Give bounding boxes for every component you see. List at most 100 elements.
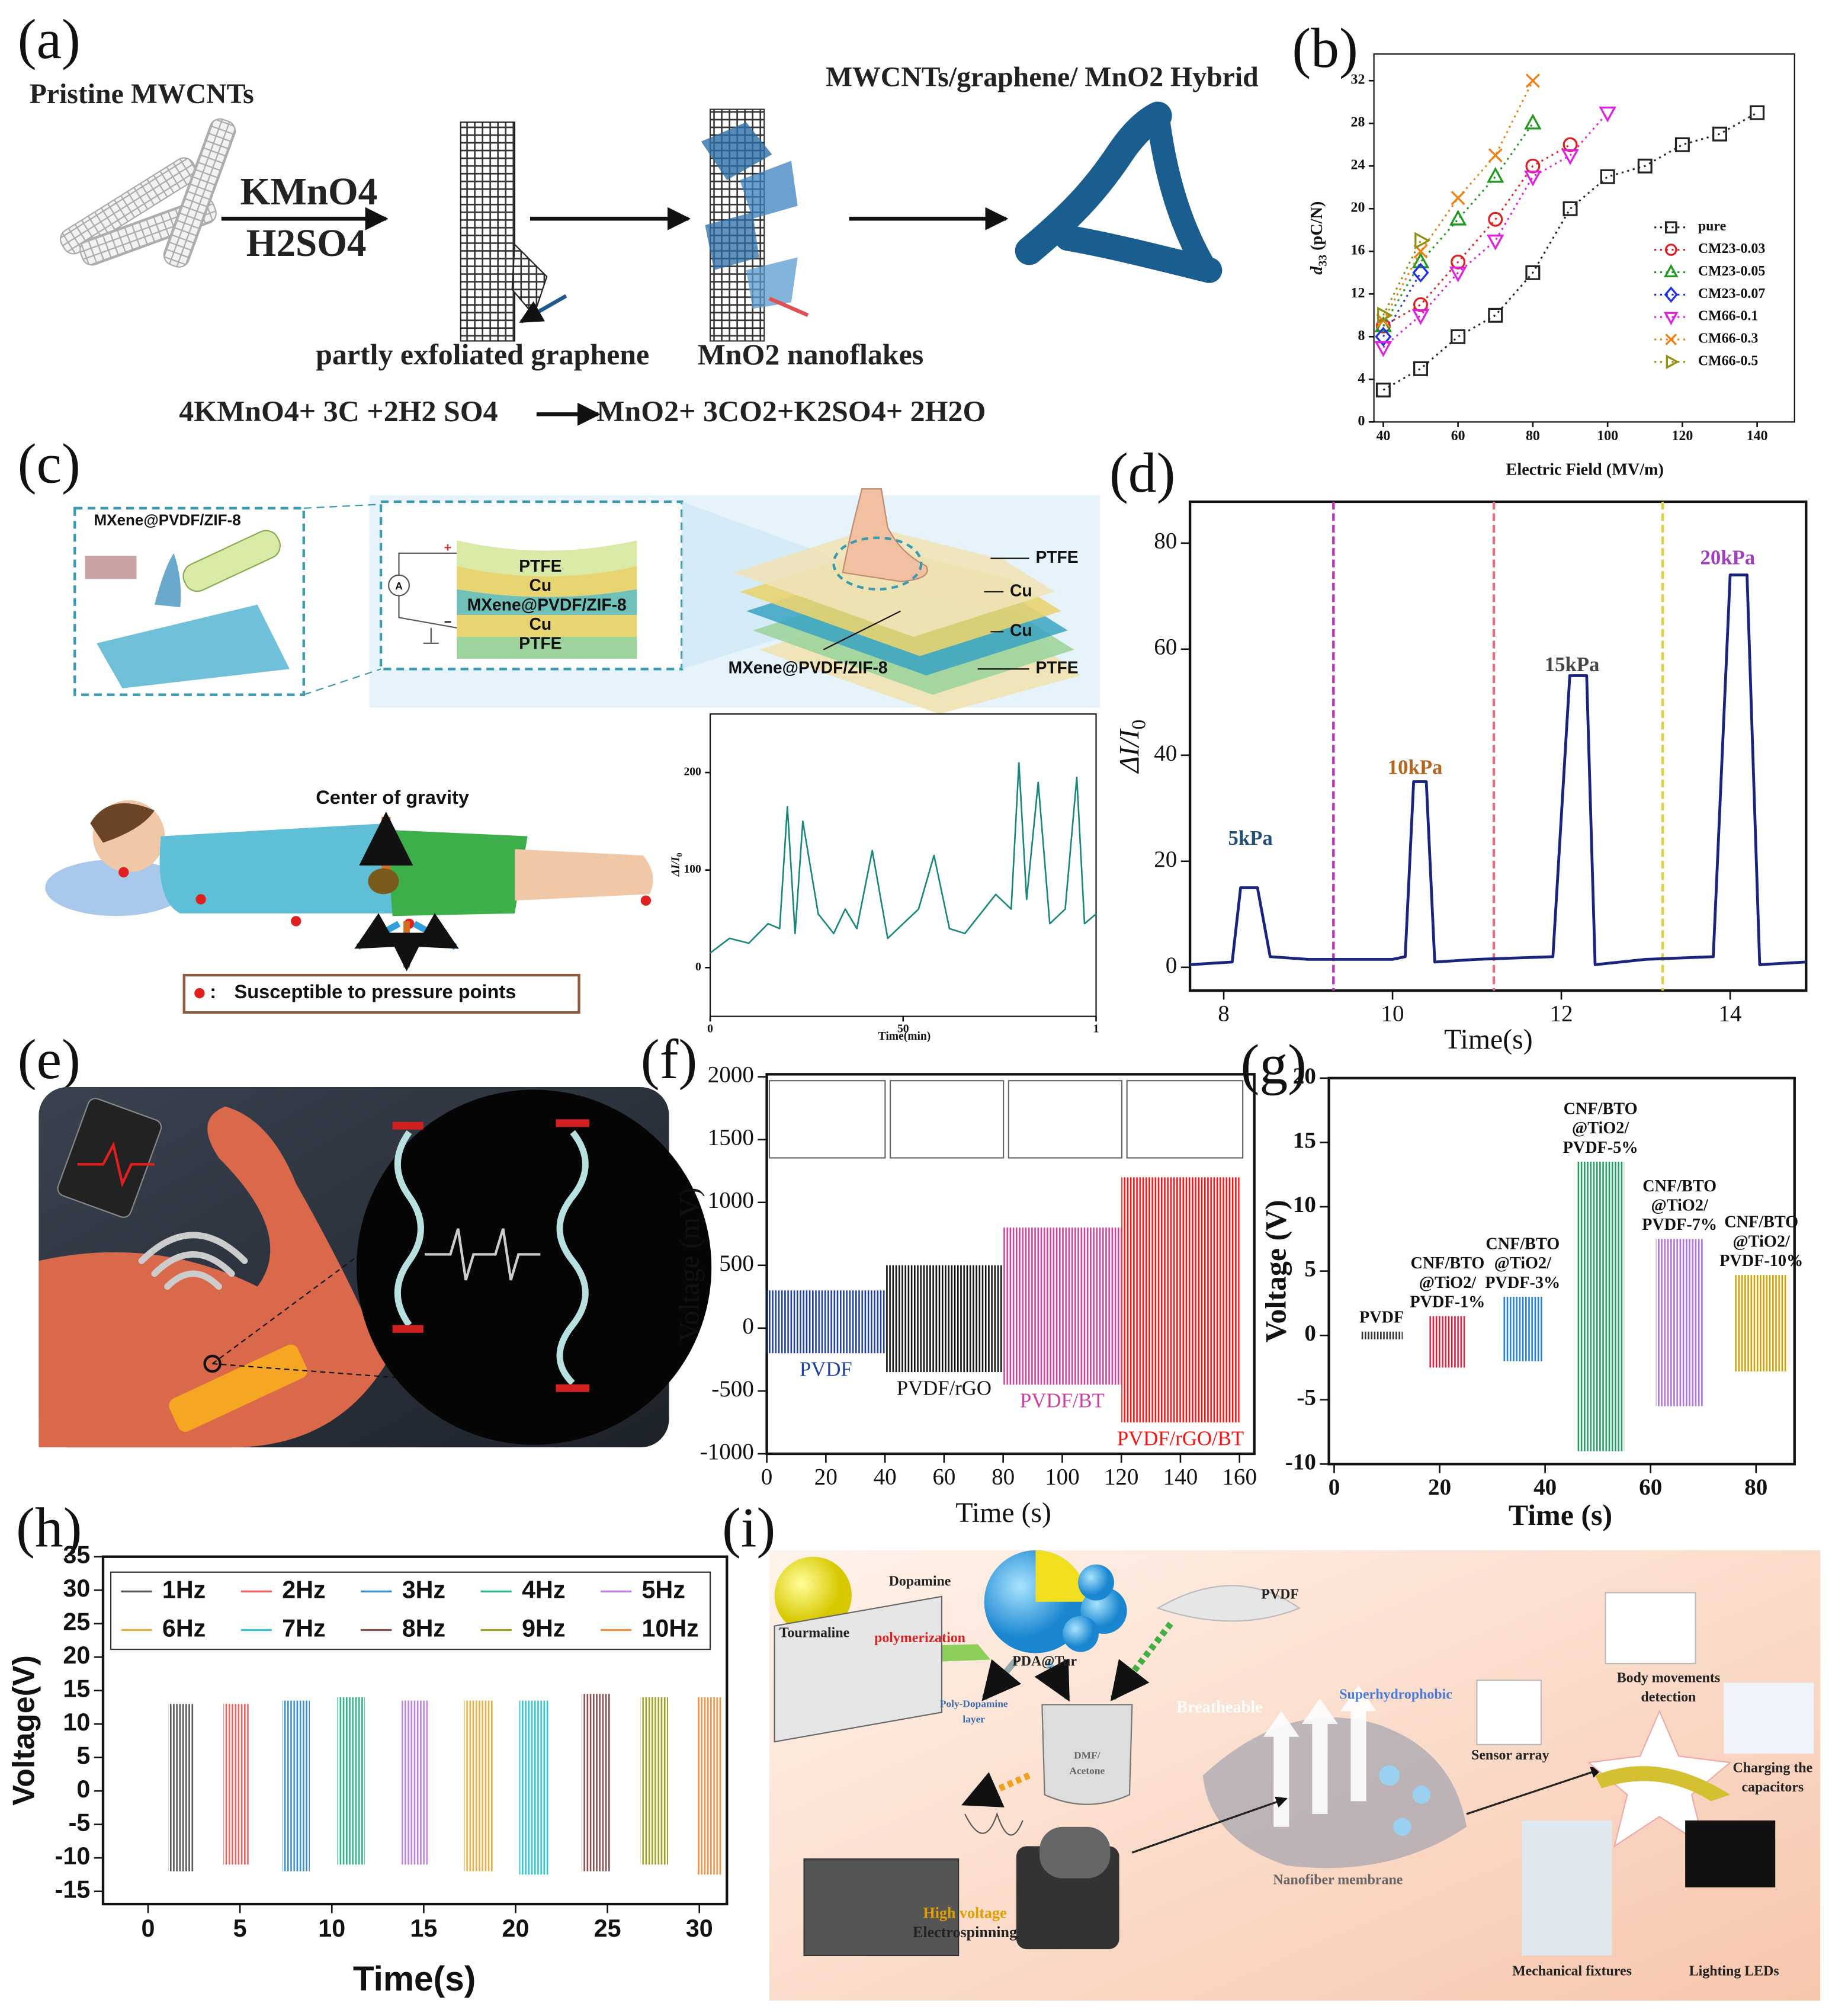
x-axis-label: Time(s) [1444, 1024, 1533, 1055]
series-line [1382, 240, 1422, 316]
panel-label: (d) [1109, 441, 1175, 504]
legend-label: 3Hz [402, 1576, 445, 1603]
y-tick-label: 20 [1351, 200, 1365, 216]
equation: MnO2+ 3CO2+K2SO4+ 2H2O [596, 395, 986, 428]
x-tick-label: 0 [1329, 1475, 1340, 1500]
inset [1008, 1080, 1123, 1159]
signal-band [1003, 1227, 1122, 1385]
x-tick-label: 1 [1093, 1023, 1099, 1035]
series-label: PVDF [1359, 1308, 1404, 1326]
marker [1451, 191, 1465, 206]
layer-label: MXene@PVDF/ZIF-8 [467, 595, 627, 614]
series-label: PVDF/rGO/BT [1117, 1427, 1244, 1450]
signal-sketch [424, 1228, 541, 1281]
y-tick-label: 5 [76, 1742, 90, 1770]
marker [1413, 297, 1429, 312]
legend-label: 6Hz [162, 1614, 206, 1642]
hybrid-scribble [1015, 101, 1223, 283]
marker [1375, 382, 1391, 398]
marker [1488, 148, 1503, 163]
x-tick-label: 5 [233, 1915, 247, 1942]
marker [1375, 326, 1392, 347]
stack-labels: A + − PTFE Cu MXene@PVDF/ZIF-8 Cu PTFE M… [94, 511, 626, 652]
signal-band [1503, 1297, 1543, 1361]
exfoliated-tube [460, 121, 567, 342]
x-tick-label: 20 [1428, 1475, 1451, 1500]
x-tick-label: 80 [1526, 428, 1540, 444]
helix [394, 1130, 424, 1327]
ammeter-label: A [395, 580, 403, 592]
wire [398, 552, 457, 644]
y-tick-label: 25 [63, 1608, 90, 1636]
pointer [519, 294, 567, 323]
x-tick-label: 10 [1381, 1001, 1404, 1027]
y-tick-label: 0 [742, 1313, 754, 1339]
marker [1664, 243, 1677, 256]
legend-label: 7Hz [282, 1614, 325, 1642]
legend-label: 4Hz [522, 1576, 565, 1603]
label: Sensor array [1471, 1748, 1549, 1763]
signal-band [1121, 1177, 1240, 1422]
flake [705, 212, 759, 271]
force-arrow [412, 913, 459, 950]
y-axis-label: Voltage (V) [1259, 1200, 1292, 1342]
y-tick-label: 5 [1304, 1257, 1316, 1282]
legend-label: CM23-0.05 [1698, 264, 1765, 279]
y-tick-label: -5 [1297, 1385, 1316, 1411]
annotation: 15kPa [1545, 653, 1600, 676]
y-tick-label: 1000 [708, 1188, 754, 1213]
marker [1449, 266, 1467, 283]
layer-stack [457, 540, 637, 659]
x-tick-label: 100 [1045, 1464, 1080, 1490]
label: layer [962, 1714, 985, 1725]
y-tick-label: 30 [63, 1575, 90, 1602]
x-axis-label: Time (s) [955, 1497, 1051, 1528]
person-labels: : Susceptible to pressure points Center … [210, 787, 516, 1002]
x-tick-label: 60 [932, 1464, 955, 1490]
legend-label: CM66-0.5 [1698, 353, 1759, 368]
pda-core [1035, 1550, 1087, 1602]
legend-label: CM23-0.03 [1698, 241, 1765, 257]
arrow [1110, 1621, 1173, 1701]
label: Pristine MWCNTs [30, 78, 254, 110]
signal-band [464, 1700, 494, 1871]
label: PDA@Tur [1012, 1653, 1077, 1669]
plot-frame [1188, 500, 1808, 992]
panel-e [38, 1087, 712, 1448]
y-tick-label: 32 [1351, 72, 1365, 88]
x-tick-label: 30 [686, 1915, 713, 1942]
annotation: 20kPa [1701, 546, 1756, 569]
marker [1561, 149, 1579, 165]
signal-band [766, 1290, 885, 1354]
x-axis-label: Electric Field (MV/m) [1506, 460, 1664, 479]
panel-labels: (a) (b) (c) (d) (e) (f) (g) (h) (i) [16, 8, 1358, 1559]
y-tick-label: 40 [1154, 741, 1177, 766]
x-axis-label: Time(min) [878, 1030, 931, 1043]
y-tick-label: 60 [1154, 634, 1177, 660]
marker [1663, 312, 1679, 325]
y-axis-symbol: ΔI/I [1114, 728, 1145, 774]
marker [1524, 113, 1542, 130]
photo-sensor [1476, 1680, 1542, 1745]
marker [1488, 307, 1503, 323]
arrow [1034, 1658, 1071, 1702]
label: detection [1641, 1690, 1696, 1705]
label: Mechanical fixtures [1512, 1964, 1632, 1979]
series-line [1382, 123, 1534, 327]
foot [842, 488, 928, 582]
y-axis-unit: (pC/N) [1308, 201, 1327, 255]
tube [59, 157, 198, 255]
x-tick-label: 100 [1597, 428, 1618, 444]
drum [1039, 1826, 1111, 1879]
y-tick-label: 15 [1293, 1127, 1316, 1153]
shirt [159, 823, 399, 914]
signal-band [1735, 1275, 1788, 1371]
band [169, 1344, 307, 1432]
core-label: MXene@PVDF/ZIF-8 [729, 658, 888, 677]
y-tick-label: 10 [1293, 1192, 1316, 1217]
label: Acetone [1069, 1765, 1105, 1776]
y-tick-label: 15 [63, 1675, 90, 1703]
marker [1374, 341, 1393, 357]
y-tick-label: -1000 [700, 1439, 754, 1464]
